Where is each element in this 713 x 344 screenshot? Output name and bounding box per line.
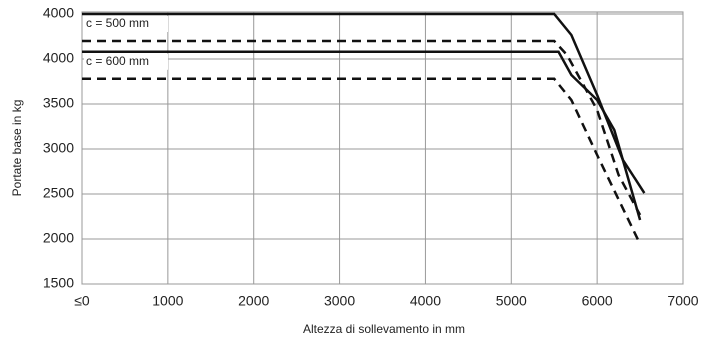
- series-label: c = 500 mm: [86, 16, 149, 30]
- x-tick-label: 7000: [667, 293, 698, 309]
- line: [82, 12, 646, 194]
- label-bg: [84, 53, 168, 70]
- x-tick-label: ≤0: [74, 293, 90, 309]
- y-tick-label: 2000: [43, 230, 74, 246]
- x-tick-label: 5000: [496, 293, 527, 309]
- x-tick-label: 1000: [152, 293, 183, 309]
- line: [82, 77, 642, 245]
- x-tick-label: 2000: [238, 293, 269, 309]
- series-label: c = 600 mm: [86, 54, 149, 68]
- x-tick-label: 3000: [324, 293, 355, 309]
- x-tick-label: 4000: [410, 293, 441, 309]
- y-tick-label: 3500: [43, 95, 74, 111]
- x-axis-label: Altezza di sollevamento in mm: [303, 322, 465, 336]
- y-tick-label: 1500: [43, 275, 74, 291]
- y-tick-label: 4000: [43, 5, 74, 21]
- y-tick-label: 4000: [43, 50, 74, 66]
- y-tick-label: 2500: [43, 185, 74, 201]
- y-axis-label: Portate base in kg: [10, 100, 24, 197]
- label-bg: [84, 16, 168, 32]
- line: [82, 50, 642, 221]
- line: [82, 39, 642, 216]
- y-tick-label: 3000: [43, 140, 74, 156]
- x-tick-label: 6000: [582, 293, 613, 309]
